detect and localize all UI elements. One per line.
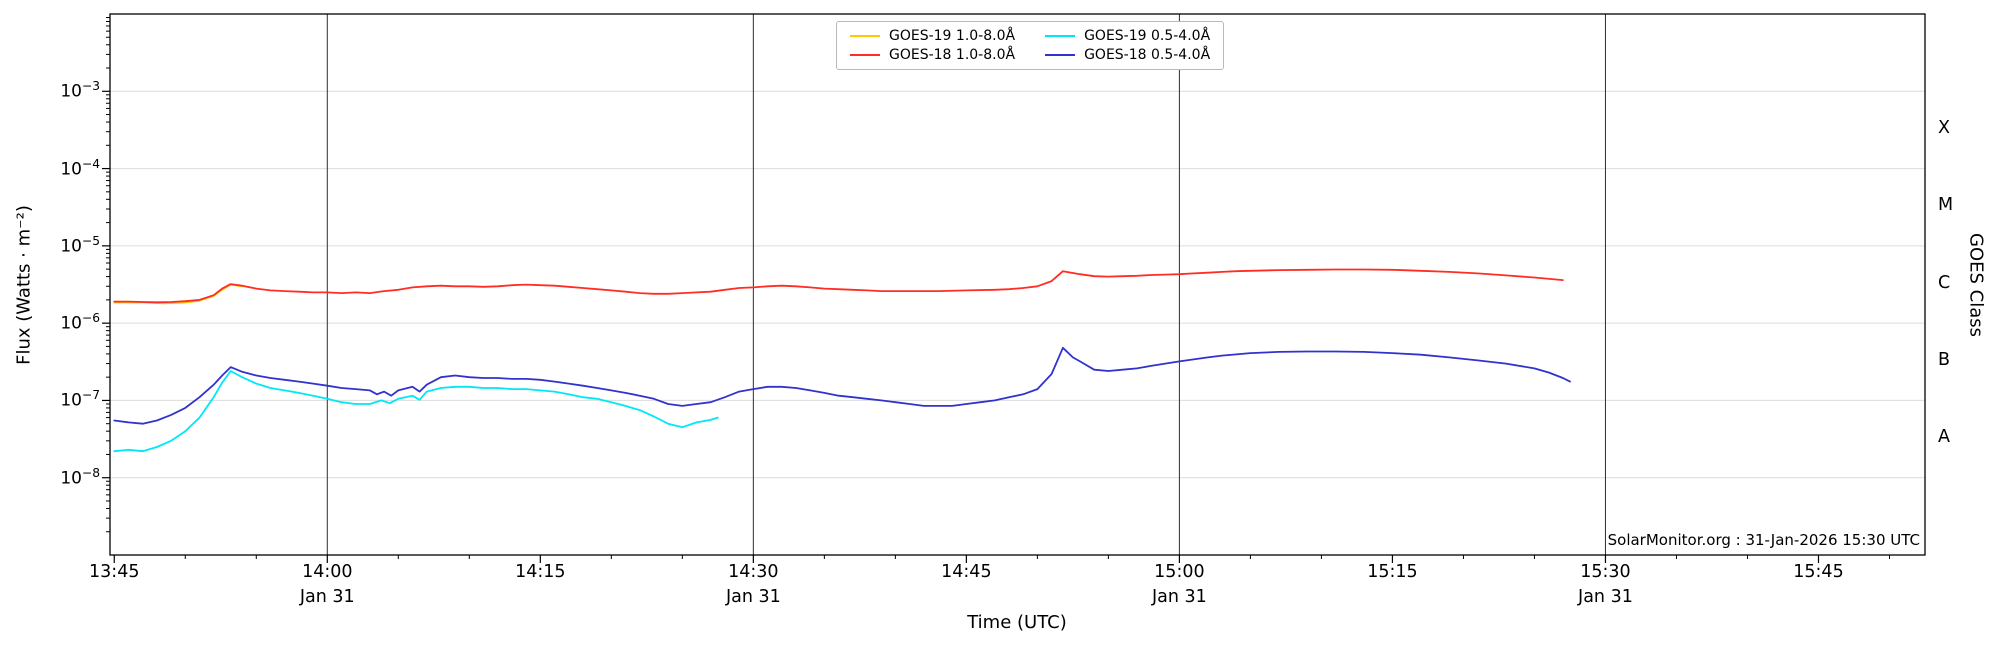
legend-swatch-goes18-short: [1045, 54, 1076, 56]
legend-label-goes19-long: GOES-19 1.0-8.0Å: [889, 28, 1016, 44]
legend-box: GOES-19 1.0-8.0Å GOES-18 1.0-8.0Å GOES-19 …: [836, 21, 1225, 70]
x-tick-date: Jan 31: [299, 587, 355, 607]
x-tick-label: 15:00: [1154, 562, 1205, 582]
goes-class-label-c: C: [1938, 272, 1951, 293]
x-tick-label: 15:15: [1367, 562, 1418, 582]
legend-label-goes18-long: GOES-18 1.0-8.0Å: [889, 47, 1016, 63]
goes-class-axis-title: GOES Class: [1965, 233, 1987, 337]
y-tick-label: 10−3: [60, 79, 100, 102]
x-tick-date: Jan 31: [1578, 587, 1633, 607]
legend-item-goes19-short: GOES-19 0.5-4.0Å: [1045, 28, 1210, 44]
goes-class-label-x: X: [1938, 117, 1950, 138]
legend-swatch-goes18-long: [850, 54, 880, 56]
legend-swatch-goes19-long: [850, 35, 880, 37]
y-tick-label: 10−5: [60, 233, 100, 257]
x-tick-date: Jan 31: [725, 587, 781, 607]
y-tick-label: 10−6: [60, 311, 100, 334]
legend-swatch-goes19-short: [1045, 35, 1076, 37]
solarmonitor-credit: SolarMonitor.org : 31-Jan-2026 15:30 UTC: [1607, 531, 1920, 549]
plot-frame: [109, 13, 1926, 556]
series-layer: [113, 268, 1571, 453]
goes-class-label-a: A: [1938, 427, 1950, 448]
x-tick-label: 14:30: [728, 562, 779, 582]
series-line-goes18-short: [113, 346, 1571, 425]
y-tick-label: 10−4: [60, 156, 100, 180]
legend-label-goes18-short: GOES-18 0.5-4.0Å: [1084, 47, 1211, 63]
legend-item-goes19-long: GOES-19 1.0-8.0Å: [850, 28, 1015, 44]
y-tick-label: 10−7: [60, 388, 100, 412]
goes-class-label-m: M: [1938, 195, 1954, 216]
legend-item-goes18-short: GOES-18 0.5-4.0Å: [1045, 47, 1210, 63]
series-line-goes18-long: [113, 268, 1564, 304]
x-tick-date: Jan 31: [1151, 587, 1207, 607]
x-tick-label: 15:30: [1580, 562, 1631, 582]
x-axis-title: Time (UTC): [967, 612, 1067, 633]
x-tick-label: 14:00: [302, 562, 353, 582]
x-tick-label: 15:45: [1793, 562, 1844, 582]
x-tick-label: 14:15: [515, 562, 566, 582]
gridlines-layer: [110, 90, 1925, 479]
series-line-goes19-short: [113, 370, 719, 453]
x-tick-label: 13:45: [89, 562, 140, 582]
time-marker-lines: [326, 14, 1606, 555]
legend-label-goes19-short: GOES-19 0.5-4.0Å: [1084, 28, 1211, 44]
goes-class-label-b: B: [1938, 349, 1951, 370]
legend-item-goes18-long: GOES-18 1.0-8.0Å: [850, 47, 1015, 63]
y-tick-label: 10−8: [60, 465, 100, 489]
x-tick-label: 14:45: [941, 562, 992, 582]
y-axis-title: Flux (Watts · m⁻²): [13, 205, 35, 365]
axes-layer: [102, 13, 1926, 563]
